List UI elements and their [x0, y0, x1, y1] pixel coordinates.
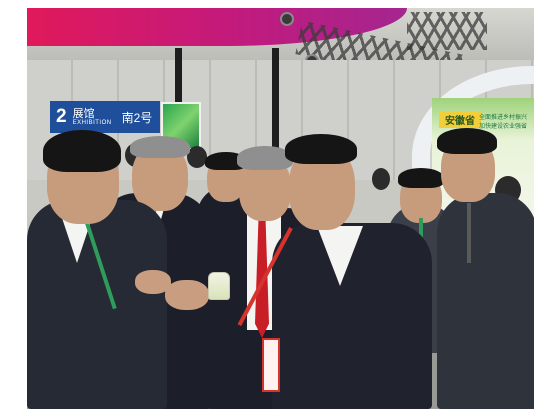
booth-subtitle: 全面推进乡村振兴 加快建设农业强省: [479, 115, 528, 130]
exhibition-photo: 2 展馆 EXHIBITION 南2号 安徽省 全面推进乡村振兴 加快建设农业强…: [27, 8, 534, 409]
hall-label-zh: 展馆: [72, 107, 95, 120]
hair: [130, 136, 190, 158]
jacket: [27, 200, 167, 409]
background-person: [372, 168, 390, 190]
hall-column: [272, 48, 279, 168]
hair: [398, 168, 444, 188]
hair: [437, 128, 497, 154]
hair: [285, 134, 357, 164]
hair: [237, 146, 293, 170]
booth-title: 安徽省: [439, 111, 481, 128]
jacket: [437, 193, 534, 409]
hand: [135, 270, 171, 294]
background-person: [187, 146, 207, 168]
hair: [205, 152, 247, 170]
hall-number: 2: [56, 106, 67, 127]
lighting-truss-upper: [407, 12, 487, 50]
spotlight: [280, 12, 294, 26]
hall-label-en: EXHIBITION: [72, 120, 112, 127]
hair: [43, 130, 121, 172]
hall-sign: 2 展馆 EXHIBITION 南2号: [50, 101, 160, 133]
name-badge: [262, 338, 280, 392]
product-sample-cup: [208, 272, 230, 300]
hall-south-label: 南2号: [121, 110, 153, 125]
hall-label: 展馆 EXHIBITION: [73, 108, 112, 126]
hand: [165, 280, 209, 310]
lanyard: [467, 203, 471, 263]
